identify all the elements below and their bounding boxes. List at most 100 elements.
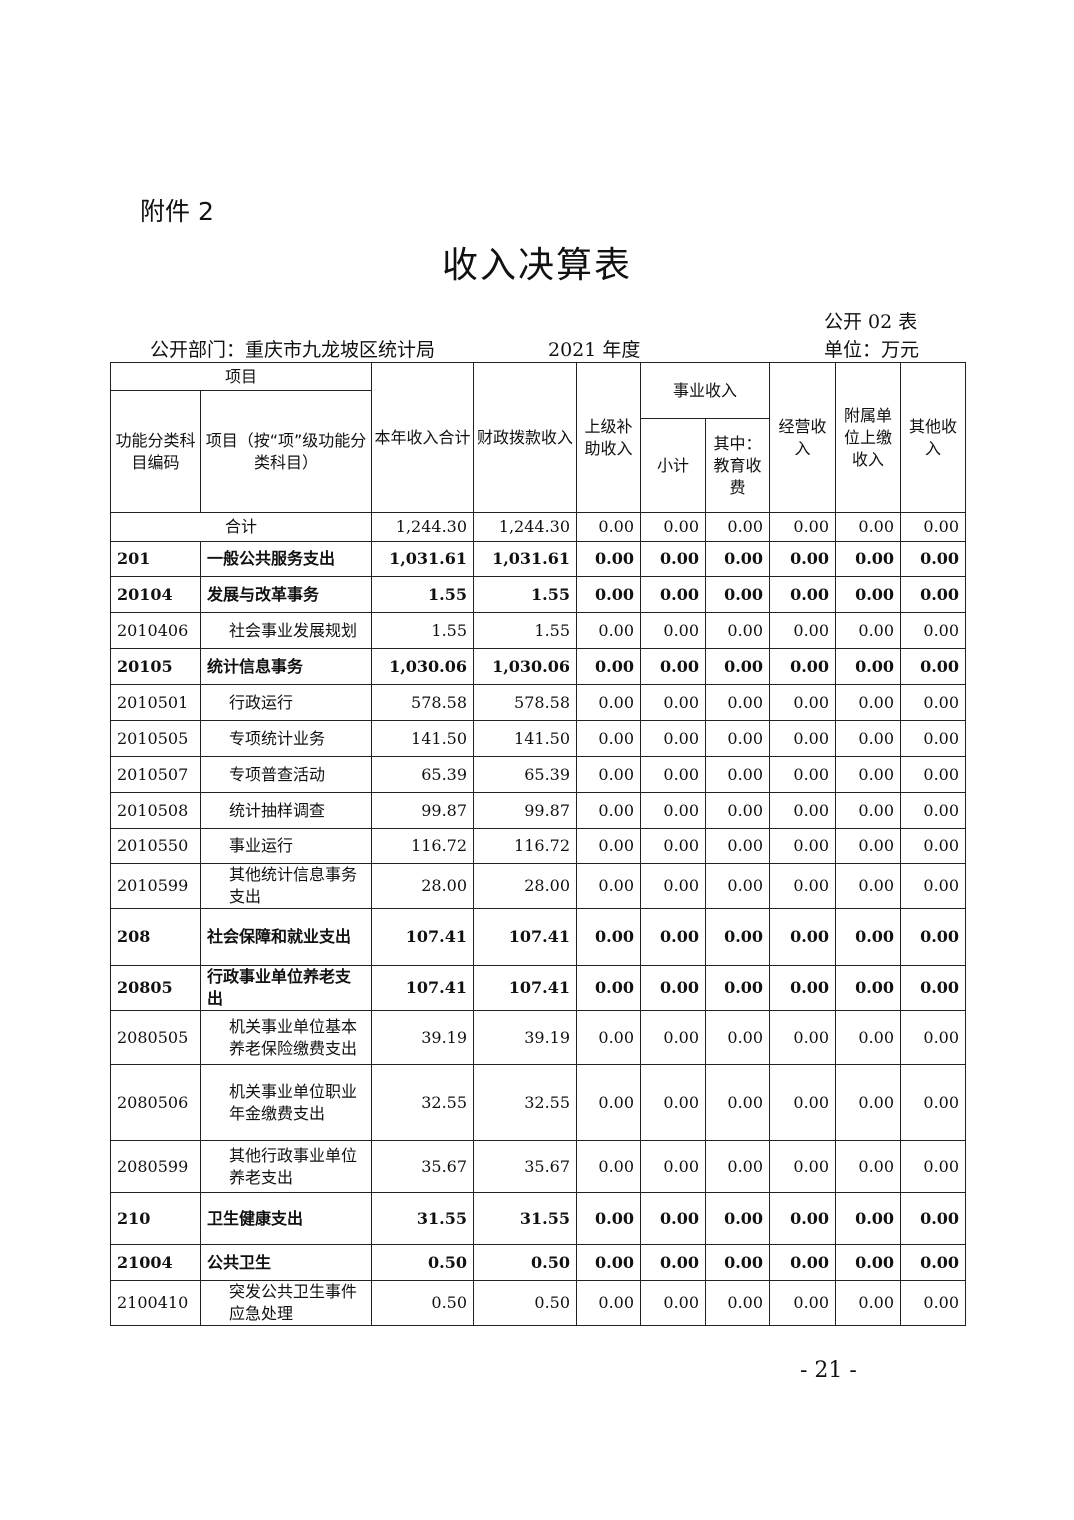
cell: 0.00 [769,1064,837,1141]
header-item: 项目 [109,362,373,391]
cell: 0.00 [705,908,771,966]
cell: 0.00 [705,684,771,721]
cell: 0.00 [900,756,967,793]
row-name-text: 专项统计业务 [229,728,326,748]
cell: 141.50 [371,720,475,757]
row-code: 2010507 [110,756,201,793]
cell: 0.00 [705,1280,771,1326]
header-fiscal: 财政拨款收入 [473,362,578,513]
row-name-text: 社会保障和就业支出 [207,927,352,946]
row-name-text: 统计信息事务 [207,656,304,676]
cell: 0.00 [835,828,902,864]
cell: 0.00 [900,965,967,1011]
cell: 578.58 [473,684,578,721]
cell: 0.00 [640,1140,707,1193]
row-name: 机关事业单位基本养老保险缴费支出 [199,1010,373,1065]
row-code: 2010550 [110,828,201,864]
table-row: 210 卫生健康支出 31.55 31.55 0.00 0.00 0.00 0.00 0.00 0… [110,1192,967,1245]
cell: 0.00 [640,756,707,793]
cell: 0.00 [769,965,837,1011]
row-name: 专项统计业务 [199,720,373,757]
cell: 0.00 [769,792,837,829]
cell: 31.55 [473,1192,578,1245]
header-affiliate: 附属单位上缴收入 [835,362,902,513]
cell: 578.58 [371,684,475,721]
cell: 0.00 [705,1064,771,1141]
cell: 32.55 [371,1064,475,1141]
cell: 0.00 [640,1064,707,1141]
cell: 0.00 [835,648,902,685]
cell: 0.00 [705,541,771,577]
row-name: 行政事业单位养老支出 [199,965,373,1011]
row-code: 21004 [110,1244,201,1281]
cell: 107.41 [371,908,475,966]
cell: 1,030.06 [371,648,475,685]
cell: 1,244.30 [473,512,578,542]
year: 2021 年度 [548,339,641,361]
cell: 0.00 [640,1280,707,1326]
row-code: 2080599 [110,1140,201,1193]
row-code: 2080506 [110,1064,201,1141]
cell: 0.00 [640,720,707,757]
cell: 0.00 [769,648,837,685]
row-code: 2010501 [110,684,201,721]
row-name-text: 机关事业单位基本养老保险缴费支出 [229,1016,358,1058]
cell: 0.00 [576,1192,642,1245]
row-name: 行政运行 [199,684,373,721]
cell: 0.00 [835,720,902,757]
cell: 1.55 [371,612,475,649]
cell: 0.00 [835,756,902,793]
cell: 0.00 [900,720,967,757]
row-name: 机关事业单位职业年金缴费支出 [199,1064,373,1141]
cell: 0.00 [705,1140,771,1193]
row-name-text: 其他行政事业单位养老支出 [229,1145,358,1187]
cell: 39.19 [371,1010,475,1065]
table-number: 公开 02 表 [824,311,918,333]
table-row: 2010550 事业运行 116.72 116.72 0.00 0.00 0.00 0.00 0… [110,828,967,864]
cell: 35.67 [371,1140,475,1193]
table-row: 2100410 突发公共卫生事件应急处理 0.50 0.50 0.00 0.00 0.00 0… [110,1280,967,1326]
row-code: 2010505 [110,720,201,757]
cell: 0.00 [576,576,642,613]
row-name: 卫生健康支出 [199,1192,373,1245]
cell: 0.00 [576,1140,642,1193]
cell: 0.00 [900,512,967,542]
cell: 0.00 [900,612,967,649]
cell: 0.00 [640,512,707,542]
row-name: 其他行政事业单位养老支出 [199,1140,373,1193]
cell: 0.00 [835,1064,902,1141]
cell: 0.50 [371,1280,475,1326]
row-name-text: 公共卫生 [207,1252,272,1272]
cell: 0.00 [705,828,771,864]
row-name-text: 行政运行 [229,692,294,712]
cell: 0.00 [576,792,642,829]
cell: 0.00 [576,756,642,793]
table-row: 2010501 行政运行 578.58 578.58 0.00 0.00 0.00 0.00 0… [110,684,967,721]
cell: 0.00 [705,720,771,757]
cell: 0.00 [705,756,771,793]
cell: 0.00 [576,863,642,909]
cell: 0.00 [705,863,771,909]
cell: 0.00 [769,720,837,757]
cell: 0.00 [640,908,707,966]
cell: 35.67 [473,1140,578,1193]
cell: 0.00 [640,828,707,864]
row-code: 20104 [110,576,201,613]
row-code: 20105 [110,648,201,685]
cell: 0.00 [705,792,771,829]
cell: 0.00 [900,684,967,721]
cell: 0.00 [900,576,967,613]
row-name-text: 机关事业单位职业年金缴费支出 [229,1081,358,1123]
cell: 0.00 [576,684,642,721]
cell: 0.00 [576,648,642,685]
header-subtotal: 小计 [640,418,707,513]
cell: 0.00 [769,541,837,577]
cell: 0.00 [640,965,707,1011]
cell: 0.00 [769,828,837,864]
cell: 0.00 [900,1192,967,1245]
total-row: 合计 1,244.30 1,244.30 0.00 0.00 0.00 0.00… [109,512,967,542]
header-code: 功能分类科目编码 [110,390,201,513]
row-name: 社会保障和就业支出 [199,908,373,966]
total-label: 合计 [109,512,373,542]
cell: 39.19 [473,1010,578,1065]
